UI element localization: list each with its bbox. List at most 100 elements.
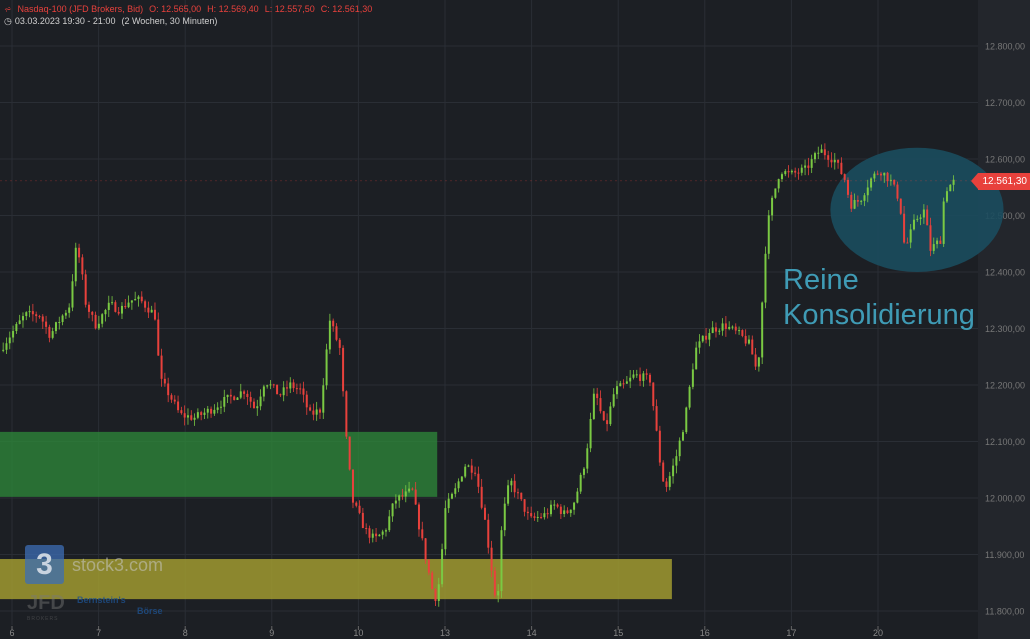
candle-body [744, 335, 747, 344]
candle-body [873, 173, 876, 179]
candle-body [774, 188, 777, 198]
candle-body [200, 412, 203, 415]
candle-body [441, 549, 444, 585]
candle-body [708, 333, 711, 340]
high-value: H: 12.569,40 [207, 4, 259, 14]
candle-body [147, 307, 150, 313]
x-tick-label: 14 [527, 628, 537, 638]
candle-body [153, 309, 156, 320]
candle-body [160, 355, 163, 379]
clock-icon: ◷ [4, 16, 12, 26]
candle-body [150, 309, 153, 313]
candle-body [437, 584, 440, 601]
candle-body [12, 331, 15, 338]
candle-body [559, 506, 562, 514]
candle-body [163, 378, 166, 384]
candle-body [942, 201, 945, 244]
candle-body [381, 531, 384, 535]
y-tick-label: 12.700,00 [985, 98, 1025, 108]
candle-body [216, 407, 219, 410]
candle-body [84, 274, 87, 305]
candle-body [797, 172, 800, 174]
y-tick-label: 12.200,00 [985, 381, 1025, 391]
candle-body [74, 247, 77, 282]
candle-body [140, 296, 143, 302]
candle-body [893, 179, 896, 185]
candle-body [104, 309, 107, 315]
candle-body [424, 538, 427, 561]
candle-body [144, 301, 147, 308]
jfd-watermark: JFD [27, 592, 65, 614]
candle-body [698, 341, 701, 348]
candle-body [592, 393, 595, 419]
candle-body [15, 323, 18, 332]
candle-body [127, 302, 130, 308]
candle-body [289, 382, 292, 389]
candle-body [480, 486, 483, 508]
candle-body [457, 481, 460, 489]
candle-body [355, 502, 358, 506]
candle-body [157, 319, 160, 356]
candle-body [170, 395, 173, 400]
candle-body [305, 394, 308, 408]
candle-body [487, 519, 490, 548]
candle-body [625, 381, 628, 384]
candle-body [553, 504, 556, 506]
candle-body [612, 394, 615, 407]
candle-body [784, 171, 787, 175]
candle-body [322, 385, 325, 413]
candle-body [916, 218, 919, 220]
candle-body [546, 513, 549, 515]
candle-body [78, 247, 81, 258]
candle-body [134, 299, 137, 301]
candle-body [45, 321, 48, 327]
candle-body [167, 383, 170, 396]
candle-body [252, 401, 255, 409]
candle-body [236, 397, 239, 400]
candle-body [124, 305, 127, 308]
candle-body [434, 589, 437, 601]
candle-body [573, 502, 576, 510]
candle-body [526, 511, 529, 514]
candle-body [421, 529, 424, 539]
candle-body [817, 152, 820, 154]
candle-body [81, 257, 84, 275]
candle-body [936, 240, 939, 245]
candle-body [678, 440, 681, 457]
candle-body [58, 322, 61, 324]
candle-body [582, 468, 585, 475]
y-tick-label: 12.600,00 [985, 155, 1025, 165]
candle-body [68, 307, 71, 313]
candle-body [299, 388, 302, 390]
y-tick-label: 12.400,00 [985, 268, 1025, 278]
candle-body [401, 495, 404, 497]
symbol-name[interactable]: Nasdaq-100 (JFD Brokers, Bid) [17, 4, 144, 14]
candle-body [833, 159, 836, 163]
candle-body [655, 406, 658, 431]
consolidation-ellipse [830, 147, 1004, 272]
candle-body [97, 323, 100, 329]
y-tick-label: 11.900,00 [985, 550, 1024, 560]
candle-body [427, 560, 430, 573]
candle-body [777, 179, 780, 189]
candle-body [500, 530, 503, 592]
candle-body [866, 187, 869, 196]
candle-body [61, 315, 64, 323]
candle-body [332, 320, 335, 327]
candle-body [883, 172, 886, 176]
candle-body [579, 474, 582, 492]
candle-body [282, 387, 285, 396]
candle-body [516, 492, 519, 494]
candle-body [371, 533, 374, 538]
candle-body [414, 489, 417, 505]
candle-body [952, 179, 955, 185]
candle-body [467, 465, 470, 467]
candle-body [460, 476, 463, 482]
candle-body [203, 412, 206, 415]
candle-body [731, 326, 734, 328]
x-tick-label: 8 [183, 628, 188, 638]
candle-body [107, 302, 110, 310]
candle-body [8, 337, 11, 344]
candle-body [503, 503, 506, 531]
